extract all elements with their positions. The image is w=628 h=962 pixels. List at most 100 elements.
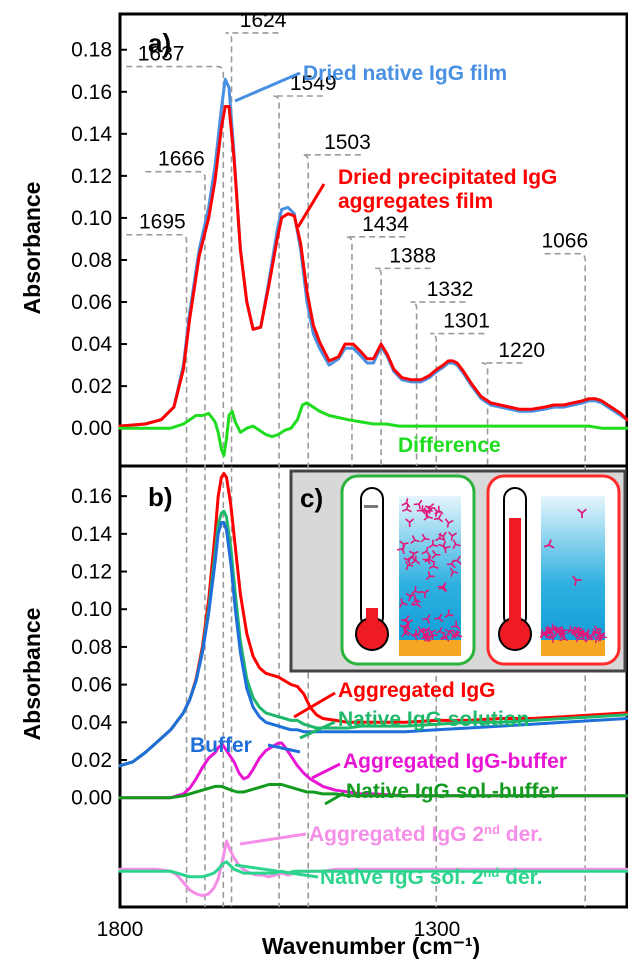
igg-particle xyxy=(431,550,441,559)
peak-guide-1666 xyxy=(145,170,206,907)
panel-a-y-tick-label: 0.10 xyxy=(71,207,112,230)
aggregate-film-label-line2: aggregates film xyxy=(338,190,493,213)
igg-particle xyxy=(448,531,457,541)
igg-particle xyxy=(416,505,426,515)
panel-b-y-tick-label: 0.08 xyxy=(71,636,112,659)
panel-a-y-tick-label: 0.02 xyxy=(71,375,112,398)
panel-a-y-ticks: 0.00 0.02 0.04 0.06 0.08 0.10 0.12 0.14 0.16 0.18 xyxy=(71,39,127,440)
x-tick-1300: 1300 xyxy=(414,918,461,941)
igg-particle xyxy=(403,627,411,636)
peak-label-1637: 1637 xyxy=(138,43,185,66)
peak-guide-1434 xyxy=(345,236,406,466)
thermometer-high-icon xyxy=(498,487,532,651)
inset-c: c) xyxy=(289,469,627,673)
series-line-dried-precipitated-igg-aggregates-film xyxy=(118,105,628,428)
panel-b-y-tick-label: 0.00 xyxy=(71,787,112,810)
native-igg-particles xyxy=(397,498,463,642)
aggregate-particle xyxy=(596,629,605,638)
aggregate-particle xyxy=(553,626,563,635)
igg-particle xyxy=(438,531,447,541)
native-solution-pointer xyxy=(299,720,336,740)
peak-guide-1549 xyxy=(273,95,323,907)
panel-b-y-axis-label: Absorbance xyxy=(19,608,45,741)
igg-particle xyxy=(402,504,412,513)
igg-particle xyxy=(405,518,414,528)
igg-particle xyxy=(450,567,459,577)
igg-particle xyxy=(403,619,413,628)
aggregate-film-pointer xyxy=(296,183,326,228)
panel-a-label: a) xyxy=(148,28,171,58)
peak-guides: 1695 1666 1637 1624 1549 1503 1434 1388 1332 1301… xyxy=(126,9,588,907)
panel-a-y-axis-label: Absorbance xyxy=(19,182,45,315)
panel-a-y-tick-label: 0.00 xyxy=(71,417,112,440)
igg-particle xyxy=(577,508,587,519)
panel-a-y-tick-label: 0.18 xyxy=(71,39,112,62)
igg-particle xyxy=(425,505,435,515)
igg-particle xyxy=(435,626,445,635)
igg-particle xyxy=(399,598,408,608)
buffer-pointer xyxy=(267,743,301,754)
igg-particle xyxy=(437,582,447,592)
aggregated-igg-particles xyxy=(539,508,608,644)
agg-2nd-der-pointer xyxy=(239,832,307,846)
native-minus-buffer-pointer xyxy=(324,791,345,806)
native-film-label: Dried native IgG film xyxy=(303,62,507,85)
igg-particle xyxy=(421,546,431,556)
peak-label-1332: 1332 xyxy=(427,278,474,301)
igg-particle xyxy=(444,628,454,637)
panel-b-y-tick-label: 0.16 xyxy=(71,485,112,508)
peak-label-1301: 1301 xyxy=(443,310,490,333)
buffer-label: Buffer xyxy=(190,734,252,757)
panel-b-y-tick-label: 0.06 xyxy=(71,674,112,697)
panel-b-y-tick-label: 0.04 xyxy=(71,711,112,734)
igg-particle xyxy=(446,559,456,568)
panel-b-y-tick-label: 0.12 xyxy=(71,561,112,584)
peak-guide-1220 xyxy=(481,362,523,466)
panel-b-frame xyxy=(118,464,628,909)
igg-particle xyxy=(411,586,421,595)
peak-guide-1388 xyxy=(375,267,431,466)
igg-particle xyxy=(452,539,461,550)
igg-particle xyxy=(433,513,443,523)
aggregate-sediment-bar xyxy=(541,640,605,656)
thermometer-low-icon xyxy=(355,487,389,651)
x-tick-1800: 1800 xyxy=(97,918,144,941)
series-line-native-igg-sol-2nd-der- xyxy=(118,860,628,879)
panel-b-y-ticks: 0.00 0.02 0.04 0.06 0.08 0.10 0.12 0.14 0.16 xyxy=(71,485,127,810)
panel-a-y-tick-label: 0.06 xyxy=(71,291,112,314)
peak-guide-1695 xyxy=(126,233,188,907)
panel-b-label: b) xyxy=(148,482,173,512)
panel-b-y-tick-label: 0.10 xyxy=(71,598,112,621)
igg-particle xyxy=(449,631,458,640)
series-line-buffer xyxy=(118,521,628,768)
aggregate-particle xyxy=(558,630,567,639)
peak-label-1695: 1695 xyxy=(139,211,186,234)
aggregated-pointer xyxy=(293,691,336,719)
native-minus-buffer-label: Native IgG sol.-buffer xyxy=(346,780,558,803)
igg-particle xyxy=(420,633,428,642)
peak-label-1434: 1434 xyxy=(362,213,409,236)
igg-particle xyxy=(410,535,420,544)
panel-a-y-tick-label: 0.12 xyxy=(71,165,112,188)
igg-particle xyxy=(397,544,406,555)
peak-guide-1637 xyxy=(126,65,225,907)
aggregate-particle xyxy=(559,634,568,642)
series-line-dried-native-igg-film xyxy=(118,77,628,428)
native-solution-label: Native IgG solution xyxy=(338,708,529,731)
native-2nd-der-label: Native IgG sol. 2nd der. xyxy=(320,865,542,890)
igg-particle xyxy=(438,540,447,551)
inset-label: c) xyxy=(300,483,323,513)
igg-particle xyxy=(428,628,436,637)
peak-guide-1503 xyxy=(302,154,361,907)
aggregate-particle xyxy=(547,634,556,643)
igg-particle xyxy=(419,589,430,599)
igg-particle xyxy=(422,555,432,565)
peak-label-1666: 1666 xyxy=(158,148,205,171)
igg-particle xyxy=(429,560,439,569)
series-line-difference xyxy=(118,401,628,457)
peak-label-1066: 1066 xyxy=(541,230,588,253)
native-sediment-bar xyxy=(399,640,461,656)
igg-particle xyxy=(426,570,435,581)
panel-a-y-tick-label: 0.04 xyxy=(71,333,112,356)
agg-minus-buffer-pointer xyxy=(311,762,341,780)
